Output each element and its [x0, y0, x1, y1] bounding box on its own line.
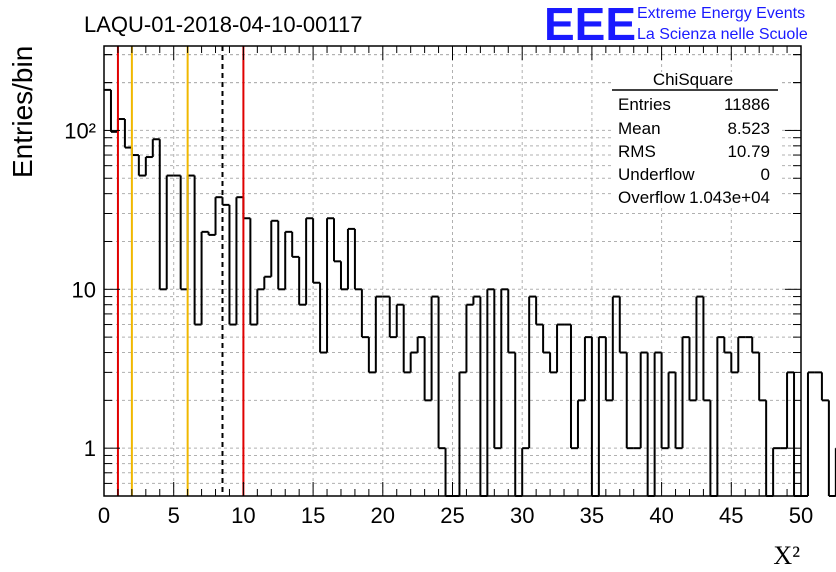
- stats-box: ChiSquare Entries 11886 Mean 8.523 RMS 1…: [612, 70, 780, 207]
- stats-label-entries: Entries: [618, 95, 671, 114]
- axis-ticks: [103, 46, 802, 496]
- y-tick-label: 1: [84, 436, 96, 461]
- eee-logo: EEE Extreme Energy Events La Scienza nel…: [544, 0, 808, 50]
- stats-value-rms: 10.79: [727, 142, 770, 161]
- x-tick-label: 40: [649, 503, 673, 528]
- y-tick-label: 10²: [64, 118, 96, 143]
- x-tick-label: 0: [98, 503, 110, 528]
- x-tick-label: 5: [168, 503, 180, 528]
- x-tick-label: 50: [789, 503, 813, 528]
- y-axis-label: Entries/bin: [7, 46, 38, 178]
- stats-label-mean: Mean: [618, 119, 661, 138]
- stats-label-overflow: Overflow: [618, 188, 686, 207]
- x-tick-label: 45: [719, 503, 743, 528]
- eee-logo-mark: EEE: [544, 0, 636, 50]
- x-tick-label: 35: [580, 503, 604, 528]
- stats-value-overflow: 1.043e+04: [689, 188, 770, 207]
- stats-box-background: [612, 72, 780, 206]
- x-axis-label: X²: [773, 541, 800, 570]
- x-tick-label: 25: [440, 503, 464, 528]
- grid-lines: [104, 46, 801, 496]
- eee-logo-line2: La Scienza nelle Scuole: [637, 26, 808, 43]
- eee-logo-line1: Extreme Energy Events: [637, 5, 805, 22]
- stats-label-underflow: Underflow: [618, 165, 695, 184]
- stats-value-underflow: 0: [761, 165, 770, 184]
- x-tick-label: 20: [371, 503, 395, 528]
- x-tick-label: 10: [231, 503, 255, 528]
- stats-label-rms: RMS: [618, 142, 656, 161]
- stats-value-mean: 8.523: [727, 119, 770, 138]
- reference-lines: [116, 46, 245, 496]
- x-tick-label: 15: [301, 503, 325, 528]
- axis-tick-labels: 0 5 10 15 20 25 30 35 40 45 50 1 10 10²: [64, 118, 813, 528]
- stats-title: ChiSquare: [653, 70, 733, 89]
- stats-value-entries: 11886: [724, 95, 770, 114]
- x-tick-label: 30: [510, 503, 534, 528]
- y-tick-label: 10: [72, 277, 96, 302]
- chart-title: LAQU-01-2018-04-10-00117: [84, 12, 362, 37]
